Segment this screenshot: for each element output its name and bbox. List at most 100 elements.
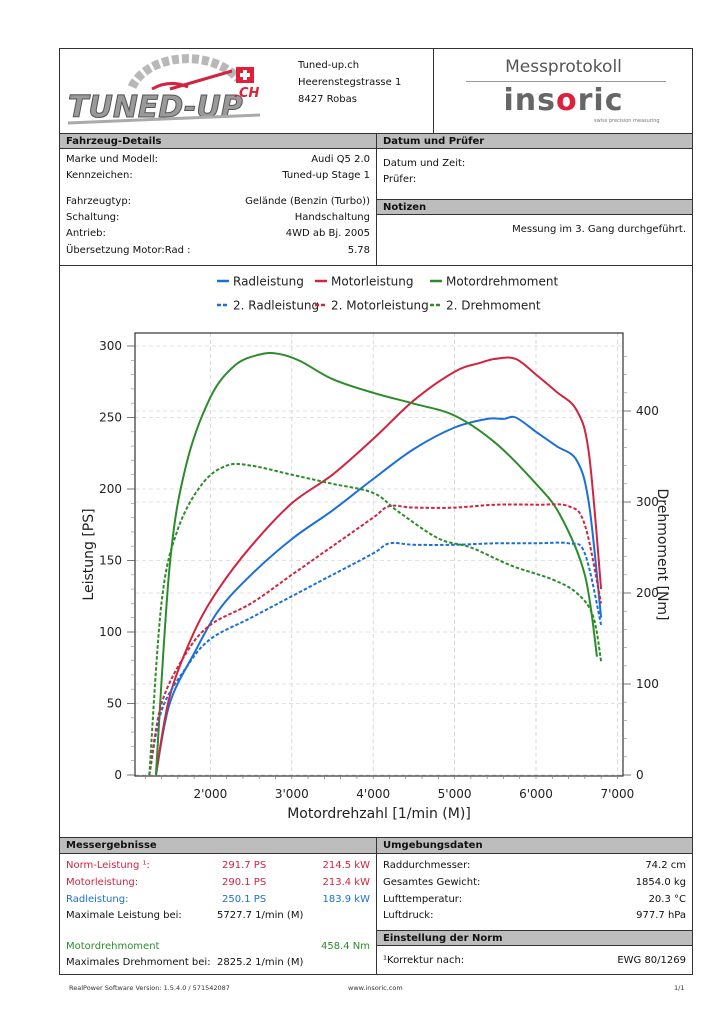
footer-page-number: 1/1 xyxy=(674,984,685,992)
x-tick-label: 2'000 xyxy=(193,787,227,801)
legend-label: Motorleistung xyxy=(331,275,414,289)
torque-label: Motordrehmoment xyxy=(66,941,160,952)
y2-tick-label: 400 xyxy=(636,404,659,418)
wheel-power-ps: 250.1 PS xyxy=(222,894,267,905)
environment-row-value: 20.3 °C xyxy=(648,894,686,905)
vehicle-row: Schaltung: Handschaltung xyxy=(60,211,376,225)
environment-row-label: Lufttemperatur: xyxy=(383,894,463,905)
norm-power-row: Norm-Leistung ¹: 291.7 PS 214.5 kW xyxy=(60,859,376,873)
date-tester-heading: Datum und Prüfer xyxy=(377,133,692,149)
motor-power-kw: 213.4 kW xyxy=(322,877,371,888)
protocol-brand-cell: Messprotokoll insoric swiss precision me… xyxy=(433,49,693,133)
legend-item-2-radleistung[interactable]: 2. Radleistung xyxy=(217,299,319,313)
curve-motorleistung xyxy=(154,356,603,776)
environment-heading: Umgebungsdaten xyxy=(377,838,692,854)
section-divider xyxy=(60,837,692,838)
x-tick-label: 6'000 xyxy=(519,787,553,801)
x-tick-label: 7'000 xyxy=(600,787,634,801)
y-tick-label: 100 xyxy=(99,625,122,639)
environment-row-label: Luftdruck: xyxy=(383,910,434,921)
vehicle-details-heading: Fahrzeug-Details xyxy=(60,133,377,149)
max-power-rpm: 5727.7 1/min (M) xyxy=(217,910,304,921)
company-address: Tuned-up.ch Heerenstegstrasse 1 8427 Rob… xyxy=(298,57,401,108)
legend-item-2-motorleistung[interactable]: 2. Motorleistung xyxy=(315,299,429,313)
column-divider xyxy=(376,838,377,974)
legend-label: Motordrehmoment xyxy=(446,275,558,289)
vehicle-row: Fahrzeugtyp: Gelände (Benzin (Turbo)) xyxy=(60,195,376,209)
footer-url[interactable]: www.insoric.com xyxy=(348,984,403,992)
vehicle-row: Marke und Modell: Audi Q5 2.0 xyxy=(60,153,376,167)
y-tick-label: 250 xyxy=(99,411,122,425)
company-street: Heerenstegstrasse 1 xyxy=(298,77,402,88)
report-page: TUNED-UP .CH Tuned-up.ch Heerenstegstras… xyxy=(59,48,693,975)
x-tick-label: 3'000 xyxy=(275,787,309,801)
max-torque-label: Maximales Drehmoment bei: xyxy=(66,957,211,968)
y-tick-label: 200 xyxy=(99,482,122,496)
norm-power-kw: 214.5 kW xyxy=(322,860,371,871)
notes-text: Messung im 3. Gang durchgeführt. xyxy=(512,224,686,235)
environment-row-value: 977.7 hPa xyxy=(636,910,686,921)
plot-frame xyxy=(134,332,624,777)
environment-row-value: 74.2 cm xyxy=(645,860,686,871)
y2-tick-label: 200 xyxy=(636,586,659,600)
max-power-label: Maximale Leistung bei: xyxy=(66,910,182,921)
dyno-chart-svg: Radleistung Motorleistung Motordrehmoment 2… xyxy=(81,275,670,823)
y-tick-label: 150 xyxy=(99,554,122,568)
norm-power-ps: 291.7 PS xyxy=(222,860,267,871)
dyno-chart: Radleistung Motorleistung Motordrehmoment 2… xyxy=(60,267,692,837)
x-axis-label: Motordrehzahl [1/min (M)] xyxy=(287,806,471,822)
curve-motordrehmoment xyxy=(154,351,598,776)
vehicle-row-value: Tuned-up Stage 1 xyxy=(282,170,370,181)
legend-label: 2. Drehmoment xyxy=(446,299,541,313)
title-divider xyxy=(466,81,666,82)
motor-power-label: Motorleistung: xyxy=(66,877,139,888)
vehicle-row-label: Schaltung: xyxy=(66,212,120,223)
norm-heading: Einstellung der Norm xyxy=(377,930,692,946)
section-divider xyxy=(60,265,692,266)
environment-row-label: Gesamtes Gewicht: xyxy=(383,877,481,888)
vehicle-row-label: Übersetzung Motor:Rad : xyxy=(66,245,191,256)
wheel-power-row: Radleistung: 250.1 PS 183.9 kW xyxy=(60,893,376,907)
y-axis-label: Leistung [PS] xyxy=(81,508,97,600)
notes-heading: Notizen xyxy=(377,199,692,215)
curve-radleistung xyxy=(154,415,603,776)
norm-value: EWG 80/1269 xyxy=(617,955,686,966)
vehicle-row: Antrieb: 4WD ab Bj. 2005 xyxy=(60,227,376,241)
vehicle-row-value: Audi Q5 2.0 xyxy=(311,154,370,165)
legend-item-2-drehmoment[interactable]: 2. Drehmoment xyxy=(430,299,541,313)
legend-label: Radleistung xyxy=(233,275,304,289)
vehicle-row-label: Kennzeichen: xyxy=(66,170,133,181)
legend-item-motordrehmoment[interactable]: Motordrehmoment xyxy=(430,275,558,289)
environment-row: Gesamtes Gewicht: 1854.0 kg xyxy=(377,876,692,890)
vehicle-row: Übersetzung Motor:Rad : 5.78 xyxy=(60,244,376,258)
torque-row: Motordrehmoment 458.4 Nm xyxy=(60,940,376,954)
y-tick-label: 0 xyxy=(114,768,122,782)
legend-label: 2. Radleistung xyxy=(233,299,319,313)
legend-label: 2. Motorleistung xyxy=(331,299,429,313)
environment-row: Raddurchmesser: 74.2 cm xyxy=(377,859,692,873)
curve-2-motorleistung xyxy=(148,503,603,776)
max-torque-row: Maximales Drehmoment bei: 2825.2 1/min (… xyxy=(60,956,376,970)
torque-value: 458.4 Nm xyxy=(320,941,370,952)
curve-2-radleistung xyxy=(148,541,603,776)
report-title: Messprotokoll xyxy=(505,57,622,77)
logo-wordmark: TUNED-UP xyxy=(68,90,243,125)
vehicle-row: Kennzeichen: Tuned-up Stage 1 xyxy=(60,169,376,183)
results-heading: Messergebnisse xyxy=(60,838,377,854)
y-tick-label: 300 xyxy=(99,339,122,353)
date-row: Datum und Zeit: xyxy=(377,157,692,171)
legend-item-motorleistung[interactable]: Motorleistung xyxy=(315,275,414,289)
vehicle-row-value: 5.78 xyxy=(347,245,370,256)
y2-axis-label: Drehmoment [Nm] xyxy=(654,488,670,620)
company-city: 8427 Robas xyxy=(298,94,357,105)
tester-label: Prüfer: xyxy=(383,174,417,185)
report-header: TUNED-UP .CH Tuned-up.ch Heerenstegstras… xyxy=(60,49,692,134)
legend-item-radleistung[interactable]: Radleistung xyxy=(217,275,304,289)
column-divider xyxy=(376,133,377,265)
wheel-power-kw: 183.9 kW xyxy=(322,894,371,905)
vehicle-row-label: Fahrzeugtyp: xyxy=(66,196,132,207)
y2-tick-label: 100 xyxy=(636,677,659,691)
vehicle-row-label: Antrieb: xyxy=(66,228,106,239)
environment-row-value: 1854.0 kg xyxy=(635,877,686,888)
environment-row: Lufttemperatur: 20.3 °C xyxy=(377,893,692,907)
